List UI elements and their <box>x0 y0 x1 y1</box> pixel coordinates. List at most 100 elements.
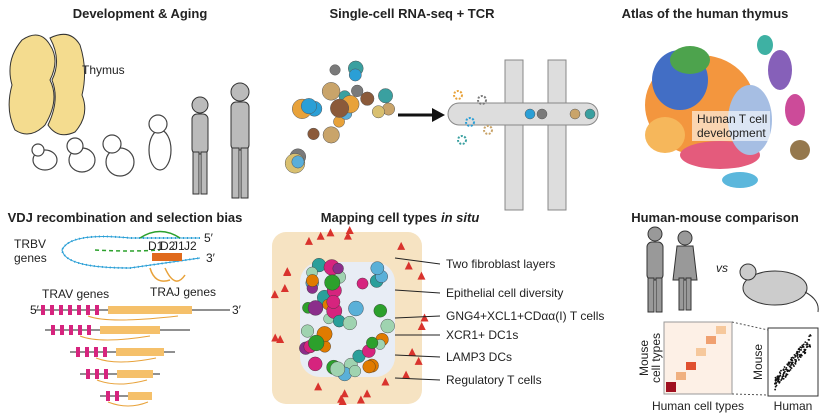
scatter-dot <box>775 382 777 385</box>
segment-label: J1 <box>172 239 185 253</box>
scatter-dot <box>784 376 787 378</box>
human-pair-part <box>685 277 692 311</box>
end-label: 5′ <box>30 303 40 317</box>
v-segment <box>68 305 72 315</box>
tissue-cell <box>348 300 364 317</box>
fetus-figures-part <box>148 114 168 134</box>
scatter-dot <box>794 362 797 365</box>
cell <box>322 126 340 144</box>
heatmap-part <box>666 382 676 392</box>
v-segment <box>106 391 110 401</box>
cell <box>307 127 320 140</box>
droplets <box>453 90 596 145</box>
recomb-arrow <box>87 315 179 321</box>
legend-label: XCR1+ DC1s <box>446 328 518 342</box>
droplet <box>584 108 596 120</box>
scatter-dot <box>782 377 785 380</box>
axis-label: cell types <box>649 333 663 383</box>
umap-plot-part <box>757 35 773 55</box>
mouse-illustration-part <box>742 270 808 306</box>
tissue-cell <box>308 356 323 372</box>
tcr-locus-part <box>61 236 201 269</box>
tissue-cell <box>370 261 385 275</box>
microfluidic-chip-part <box>547 59 567 211</box>
cell <box>348 68 362 82</box>
scatter-dot <box>802 343 805 346</box>
scatter-dot <box>789 368 792 371</box>
cell <box>351 84 364 97</box>
fibroblast <box>270 290 279 299</box>
tissue-cells <box>270 225 429 406</box>
droplet <box>477 95 487 105</box>
tissue-cell <box>342 315 357 331</box>
v-segment <box>115 391 119 401</box>
legend-label: Epithelial cell diversity <box>446 286 563 300</box>
recomb-arrow <box>79 335 151 341</box>
recomb-arrow <box>95 357 157 363</box>
scatter-dot <box>794 360 797 363</box>
mouse-illustration <box>739 263 819 313</box>
scatter-dot <box>800 349 802 351</box>
human-pair-part <box>672 245 698 281</box>
v-segment <box>78 325 82 335</box>
tissue-cell <box>329 361 346 377</box>
scatter-dot <box>782 373 785 376</box>
scatter-dot <box>806 345 809 348</box>
scatter-dot <box>782 368 785 371</box>
scatter-dot <box>785 374 788 377</box>
fibroblast <box>314 382 323 391</box>
v-segment <box>94 347 98 357</box>
legend-label: Two fibroblast layers <box>446 257 555 271</box>
fibroblast <box>338 397 347 406</box>
scatter-dot <box>781 375 784 378</box>
human-figures <box>191 82 250 199</box>
scatter-dot <box>774 378 777 381</box>
scatter-dot <box>789 361 791 364</box>
v-segment <box>50 305 54 315</box>
gene-label: genes <box>14 251 47 265</box>
scatter-dot <box>790 359 793 362</box>
panel-title: Atlas of the human thymus <box>622 6 789 21</box>
scatter-dot <box>791 362 793 365</box>
tcr-locus-part <box>152 253 182 261</box>
human-pair-part <box>677 230 693 246</box>
tissue-cell <box>380 318 395 334</box>
label-backdrop <box>692 111 770 141</box>
axis-label: Mouse <box>751 344 765 380</box>
scatter-dot <box>783 366 786 368</box>
cell <box>378 88 393 104</box>
title-part: Mapping cell types <box>321 210 437 225</box>
j-segment <box>100 326 160 334</box>
end-label: 3′ <box>232 303 242 317</box>
leader-line <box>394 315 441 319</box>
cell <box>360 91 375 106</box>
tissue-cell <box>373 304 387 318</box>
v-segment <box>86 369 90 379</box>
human-figures-part <box>231 147 240 199</box>
scatter-dot <box>799 356 802 358</box>
scatter-dot <box>785 373 788 375</box>
human-pair-part <box>678 277 685 311</box>
tcr-locus-part <box>139 230 181 239</box>
j-segment <box>128 392 152 400</box>
scatter-dot <box>803 351 805 353</box>
fibroblast <box>326 228 335 237</box>
scatter-dot <box>794 355 797 358</box>
v-segment <box>87 325 91 335</box>
scatter-dot <box>774 376 777 379</box>
scatter-dot <box>775 384 778 387</box>
scatter-dot <box>800 346 803 349</box>
fibroblast <box>283 267 292 276</box>
scatter-dot <box>788 365 791 368</box>
scatter-dot <box>790 364 792 366</box>
cell <box>300 98 317 115</box>
scatter-dot <box>792 357 795 359</box>
scatter-dot <box>796 351 799 353</box>
umap-label: Human T cell <box>697 112 767 126</box>
umap-plot-part <box>768 50 792 90</box>
legend-label: GNG4+XCL1+CDαα(I) T cells <box>446 309 604 323</box>
v-segment <box>41 305 45 315</box>
recomb-arrow <box>96 379 148 385</box>
v-segment <box>77 305 81 315</box>
